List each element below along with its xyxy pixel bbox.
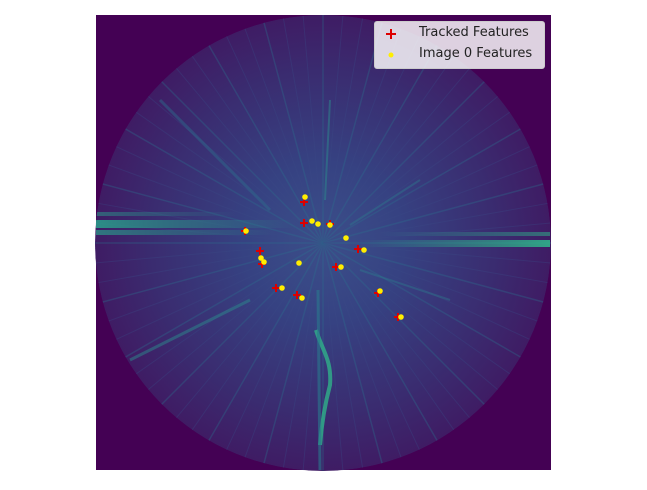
sonar-ray [243,242,324,460]
sonar-ray [322,202,550,244]
sonar-ray [322,242,540,323]
sonar-ray [190,242,324,432]
tracked-feature-point [272,284,280,292]
image0-feature-point [302,194,308,200]
image0-feature-point [338,264,344,270]
image0-feature-point [243,228,249,234]
sonar-ray [262,20,324,244]
sonar-ray [322,15,344,244]
image0-feature-point [258,255,264,261]
sonar-ray [106,242,324,323]
sonar-ray [322,54,456,244]
sonar-ray [322,242,546,304]
series-image0-features [243,194,404,320]
tracked-feature-point [293,291,301,299]
sonar-ray [207,242,324,443]
sonar-ray [322,79,487,244]
image0-feature-point [377,288,383,294]
legend: Tracked Features Image 0 Features [374,21,545,69]
image0-feature-point [398,314,404,320]
sonar-ray [322,66,472,244]
sonar-ray [282,16,324,244]
sonar-ray [322,127,523,244]
sonar-ray [322,145,532,244]
sonar-ray [207,43,324,244]
sonar-ray [322,242,403,460]
sonar-ray [322,242,532,341]
dot-marker-icon [388,52,394,58]
image0-feature-point [343,235,349,241]
sonar-ray [322,242,439,443]
sonar-ray [146,94,324,244]
sonar-ray [95,242,324,264]
sonar-ray [123,242,324,359]
tracked-feature-point [256,247,264,255]
legend-label-image0: Image 0 Features [419,46,533,61]
tracked-feature-point [354,245,362,253]
sonar-ray [322,242,512,376]
sonar-ray [282,242,324,470]
legend-item-tracked: Tracked Features [375,24,544,44]
image0-feature-point [361,247,367,253]
sonar-ray [322,182,546,244]
sonar-ray [322,242,384,466]
image0-feature-point [309,218,315,224]
sonar-ray [322,20,384,244]
sonar-ray [190,54,324,244]
sonar-ray [322,242,344,471]
image0-feature-point [296,260,302,266]
sonar-ray [302,15,324,244]
legend-item-image0: Image 0 Features [375,45,544,65]
legend-label-tracked: Tracked Features [419,25,529,40]
sonar-ray [262,242,324,466]
sonar-ray [322,242,456,432]
sonar-ray [174,242,324,420]
sonar-ray [322,242,500,392]
sonar-ray [146,242,324,392]
sonar-ray [243,26,324,244]
image0-feature-point [315,221,321,227]
sonar-ray [322,163,540,244]
sonar-ray [322,242,421,452]
sonar-ray [322,34,421,244]
sonar-ray [106,163,324,244]
sonar-ray [322,16,364,244]
sonar-ray [322,242,472,420]
sonar-ray [96,242,324,284]
sonar-ray [225,34,324,244]
sonar-field-of-view [95,15,551,471]
sonar-ray [322,94,500,244]
sonar-ray [322,110,512,244]
image0-feature-point [279,285,285,291]
sonar-ray [174,66,324,244]
sonar-ray [159,242,324,407]
image0-feature-point [261,259,267,265]
sonar-ray [322,242,523,359]
sonar-ray [225,242,324,452]
sonar-ray [159,79,324,244]
plus-marker-icon [386,29,396,39]
image0-feature-point [299,295,305,301]
sonar-ray [322,242,487,407]
sonar-ray [114,242,324,341]
sonar-ray [322,43,439,244]
sonar-ray [100,242,324,304]
sonar-ray [302,242,324,471]
tracked-feature-point [300,219,308,227]
sonar-ray [322,242,364,470]
image0-feature-point [327,222,333,228]
